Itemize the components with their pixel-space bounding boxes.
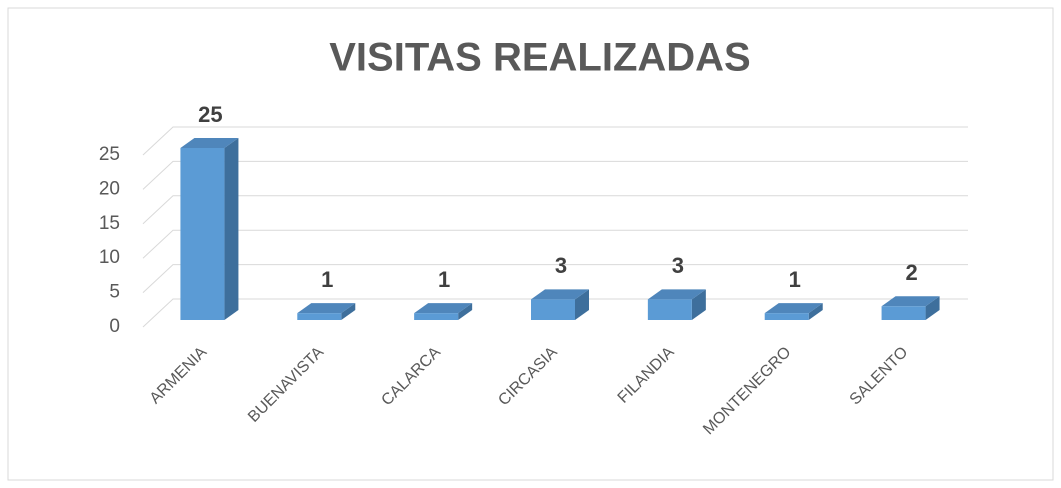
data-label: 25 bbox=[198, 102, 222, 127]
bar-top bbox=[531, 289, 589, 300]
y-tick-label: 10 bbox=[99, 247, 120, 268]
bar-side bbox=[341, 303, 356, 320]
grid-line bbox=[142, 264, 968, 293]
bar-front bbox=[647, 299, 692, 320]
bar-top bbox=[881, 296, 940, 307]
bar-top bbox=[647, 289, 706, 300]
data-label: 3 bbox=[555, 253, 567, 278]
data-label: 3 bbox=[672, 253, 684, 278]
grid-line bbox=[142, 126, 968, 156]
bar bbox=[881, 296, 940, 320]
bar-front bbox=[881, 306, 926, 320]
bar-top bbox=[764, 303, 823, 314]
bar-side bbox=[575, 289, 589, 320]
y-tick-label: 15 bbox=[99, 213, 120, 234]
data-label: 1 bbox=[321, 267, 333, 292]
grid-line bbox=[142, 160, 968, 190]
bar-side bbox=[808, 303, 823, 320]
bar bbox=[297, 303, 356, 320]
bar-front bbox=[180, 148, 225, 320]
bar-top bbox=[180, 138, 239, 148]
grid-line bbox=[142, 195, 968, 225]
data-label: 1 bbox=[789, 267, 801, 292]
bar-top bbox=[297, 303, 356, 314]
bar-side bbox=[224, 138, 239, 320]
y-tick-label: 0 bbox=[109, 316, 120, 337]
bar-side bbox=[691, 289, 706, 320]
y-tick-label: 5 bbox=[109, 282, 120, 303]
y-tick-label: 20 bbox=[99, 178, 120, 199]
bar-front bbox=[764, 313, 809, 320]
y-tick-label: 25 bbox=[99, 144, 120, 165]
bar-side bbox=[925, 296, 940, 320]
bar bbox=[764, 303, 823, 320]
bar-top bbox=[414, 303, 473, 314]
bar-front bbox=[531, 299, 575, 320]
bar-front bbox=[414, 313, 459, 320]
bar bbox=[531, 289, 589, 320]
data-label: 1 bbox=[438, 267, 450, 292]
grid-line bbox=[142, 229, 968, 259]
bar bbox=[647, 289, 706, 320]
bar-front bbox=[297, 313, 342, 320]
bar bbox=[180, 138, 239, 320]
bar-side bbox=[458, 303, 473, 320]
bar bbox=[414, 303, 473, 320]
chart-title: VISITAS REALIZADAS bbox=[329, 36, 751, 80]
data-label: 2 bbox=[905, 260, 917, 285]
